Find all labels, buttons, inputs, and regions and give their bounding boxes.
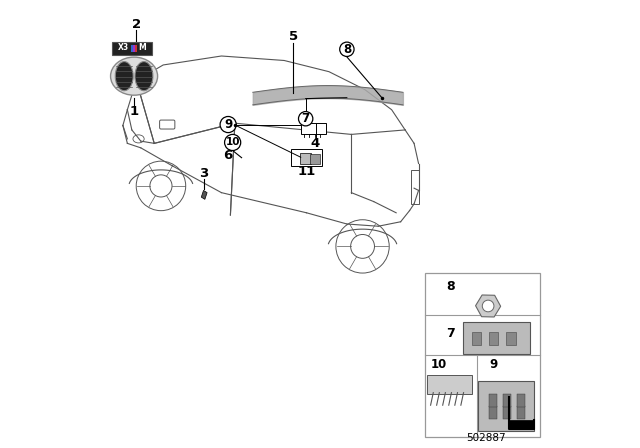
FancyBboxPatch shape [478, 381, 534, 431]
FancyBboxPatch shape [291, 149, 323, 166]
Bar [489, 406, 497, 419]
Text: 8: 8 [446, 280, 455, 293]
FancyBboxPatch shape [310, 154, 320, 164]
Bar [516, 394, 525, 407]
Text: 3: 3 [199, 167, 208, 180]
Circle shape [136, 161, 186, 211]
Circle shape [220, 116, 236, 133]
Ellipse shape [133, 135, 144, 143]
Circle shape [298, 112, 313, 126]
Text: 8: 8 [343, 43, 351, 56]
Ellipse shape [115, 61, 133, 91]
Text: 11: 11 [298, 164, 316, 178]
FancyBboxPatch shape [301, 123, 326, 134]
Bar [136, 45, 137, 52]
FancyBboxPatch shape [300, 153, 311, 164]
Text: 10: 10 [431, 358, 447, 371]
Circle shape [351, 234, 374, 258]
Text: 7: 7 [446, 327, 455, 340]
Bar [509, 420, 534, 430]
Ellipse shape [111, 57, 157, 95]
Text: 10: 10 [225, 138, 240, 147]
Circle shape [483, 300, 494, 312]
Text: 5: 5 [289, 30, 298, 43]
Polygon shape [202, 190, 207, 199]
Bar [131, 45, 132, 52]
Text: 2: 2 [132, 18, 141, 31]
Circle shape [336, 220, 389, 273]
Bar [506, 332, 516, 345]
Bar [472, 332, 481, 345]
FancyBboxPatch shape [428, 375, 472, 394]
Text: 9: 9 [490, 358, 498, 371]
Bar [503, 406, 511, 419]
FancyBboxPatch shape [425, 273, 540, 437]
Circle shape [340, 42, 354, 56]
FancyBboxPatch shape [463, 322, 530, 353]
Text: 1: 1 [129, 104, 139, 118]
Bar [516, 406, 525, 419]
Text: 6: 6 [223, 149, 233, 163]
Text: 4: 4 [311, 137, 320, 150]
Bar [489, 394, 497, 407]
Circle shape [150, 175, 172, 197]
Text: 7: 7 [301, 112, 310, 125]
FancyBboxPatch shape [112, 42, 152, 55]
Text: 9: 9 [224, 118, 232, 131]
FancyBboxPatch shape [159, 120, 175, 129]
Bar [503, 394, 511, 407]
Bar [133, 45, 135, 52]
Bar [489, 332, 499, 345]
Circle shape [225, 134, 241, 151]
Text: X3: X3 [118, 43, 129, 52]
Text: 502887: 502887 [466, 433, 506, 443]
Text: M: M [138, 43, 145, 52]
Ellipse shape [135, 61, 153, 91]
FancyBboxPatch shape [411, 170, 419, 204]
